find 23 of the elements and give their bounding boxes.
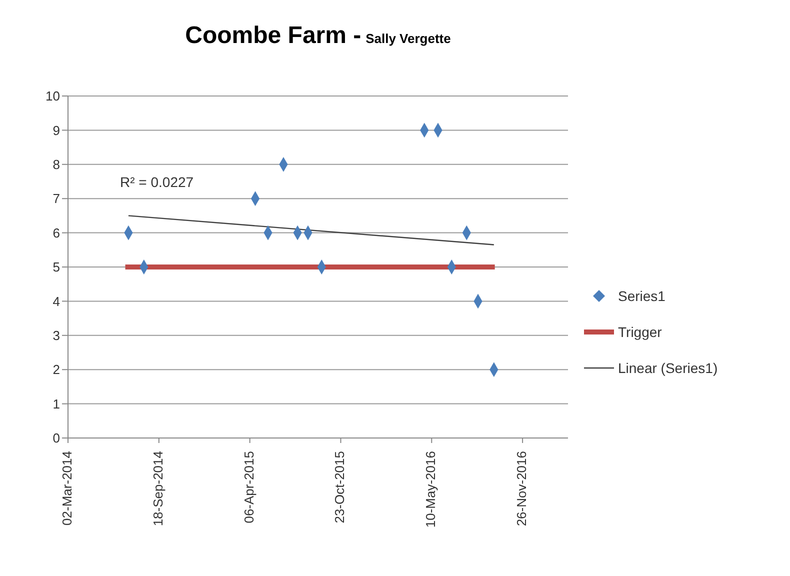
legend-label: Trigger bbox=[618, 324, 662, 340]
x-tick-label: 02-Mar-2014 bbox=[59, 451, 74, 526]
y-tick-label: 6 bbox=[52, 225, 60, 240]
legend-label: Linear (Series1) bbox=[618, 360, 718, 376]
y-tick-label: 9 bbox=[52, 122, 60, 138]
y-tick-label: 3 bbox=[52, 328, 60, 344]
y-tick-label: 10 bbox=[46, 88, 60, 104]
y-tick-label: 8 bbox=[52, 157, 60, 172]
x-tick-label: 06-Apr-2015 bbox=[241, 451, 256, 524]
x-tick-label: 10-May-2016 bbox=[423, 451, 438, 528]
legend-label: Series1 bbox=[618, 288, 666, 304]
chart-title: Coombe Farm - bbox=[185, 22, 362, 49]
y-tick-label: 0 bbox=[52, 430, 60, 446]
y-tick-label: 2 bbox=[52, 362, 60, 378]
x-tick-label: 26-Nov-2016 bbox=[514, 451, 529, 526]
y-tick-label: 5 bbox=[52, 260, 60, 275]
x-tick-label: 23-Oct-2015 bbox=[332, 451, 348, 524]
chart-subtitle: Sally Vergette bbox=[366, 31, 451, 46]
x-tick-label: 18-Sep-2014 bbox=[150, 451, 166, 526]
y-tick-label: 4 bbox=[52, 294, 60, 309]
annotation: R² = 0.0227 bbox=[120, 174, 194, 190]
y-tick-label: 7 bbox=[52, 191, 60, 206]
y-tick-label: 1 bbox=[52, 396, 60, 412]
